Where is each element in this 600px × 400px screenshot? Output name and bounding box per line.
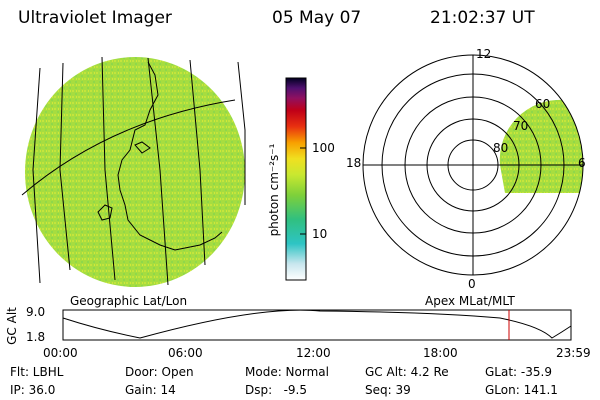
status-filter: Flt: LBHL xyxy=(10,365,64,379)
colorbar-label-100: 100 xyxy=(312,141,335,155)
latitude-line xyxy=(21,99,236,196)
right-panel-caption: Apex MLat/MLT xyxy=(425,294,515,308)
mlt-label-6: 6 xyxy=(578,156,586,170)
status-seq: Seq: 39 xyxy=(365,383,411,397)
altitude-xtick-1200: 12:00 xyxy=(296,346,331,360)
altitude-plot-frame xyxy=(62,309,572,341)
coastline xyxy=(117,61,223,251)
status-gain: Gain: 14 xyxy=(125,383,176,397)
altitude-xtick-0600: 06:00 xyxy=(168,346,203,360)
mlt-label-18: 18 xyxy=(346,156,362,170)
left-panel-caption: Geographic Lat/Lon xyxy=(70,294,188,308)
altitude-xtick-2359: 23:59 xyxy=(556,346,591,360)
altitude-plot xyxy=(62,309,572,341)
mlt-label-12: 12 xyxy=(476,47,492,61)
coastline-bay xyxy=(134,141,151,154)
colorbar xyxy=(285,77,307,281)
altitude-ytick-9: 9.0 xyxy=(26,305,46,319)
altitude-xtick-0000: 00:00 xyxy=(43,346,78,360)
polar-plot xyxy=(362,54,584,276)
instrument-title: Ultraviolet Imager xyxy=(18,8,172,28)
mlt-label-0: 0 xyxy=(468,277,476,291)
status-glat: GLat: -35.9 xyxy=(485,365,552,379)
status-dsp: Dsp: -9.5 xyxy=(245,383,308,397)
altitude-ytick-1-8: 1.8 xyxy=(26,330,46,344)
status-gc-alt: GC Alt: 4.2 Re xyxy=(365,365,449,379)
island-outline xyxy=(97,204,113,221)
lat-label-60: 60 xyxy=(535,97,551,111)
polar-emission-region xyxy=(499,99,583,193)
date-label: 05 May 07 xyxy=(272,8,362,28)
altitude-curve xyxy=(62,309,572,339)
status-ip: IP: 36.0 xyxy=(10,383,56,397)
status-door: Door: Open xyxy=(125,365,194,379)
lat-label-70: 70 xyxy=(513,119,529,133)
geographic-image xyxy=(21,56,246,287)
altitude-ylabel: GC Alt xyxy=(5,307,19,345)
status-mode: Mode: Normal xyxy=(245,365,329,379)
colorbar-unit-label: photon cm⁻²s⁻¹ xyxy=(267,143,281,237)
status-glon: GLon: 141.1 xyxy=(485,383,558,397)
time-label: 21:02:37 UT xyxy=(430,8,535,28)
emission-disk xyxy=(25,57,245,287)
altitude-xtick-1800: 18:00 xyxy=(423,346,458,360)
lat-label-80: 80 xyxy=(493,141,509,155)
colorbar-label-10: 10 xyxy=(312,227,328,241)
